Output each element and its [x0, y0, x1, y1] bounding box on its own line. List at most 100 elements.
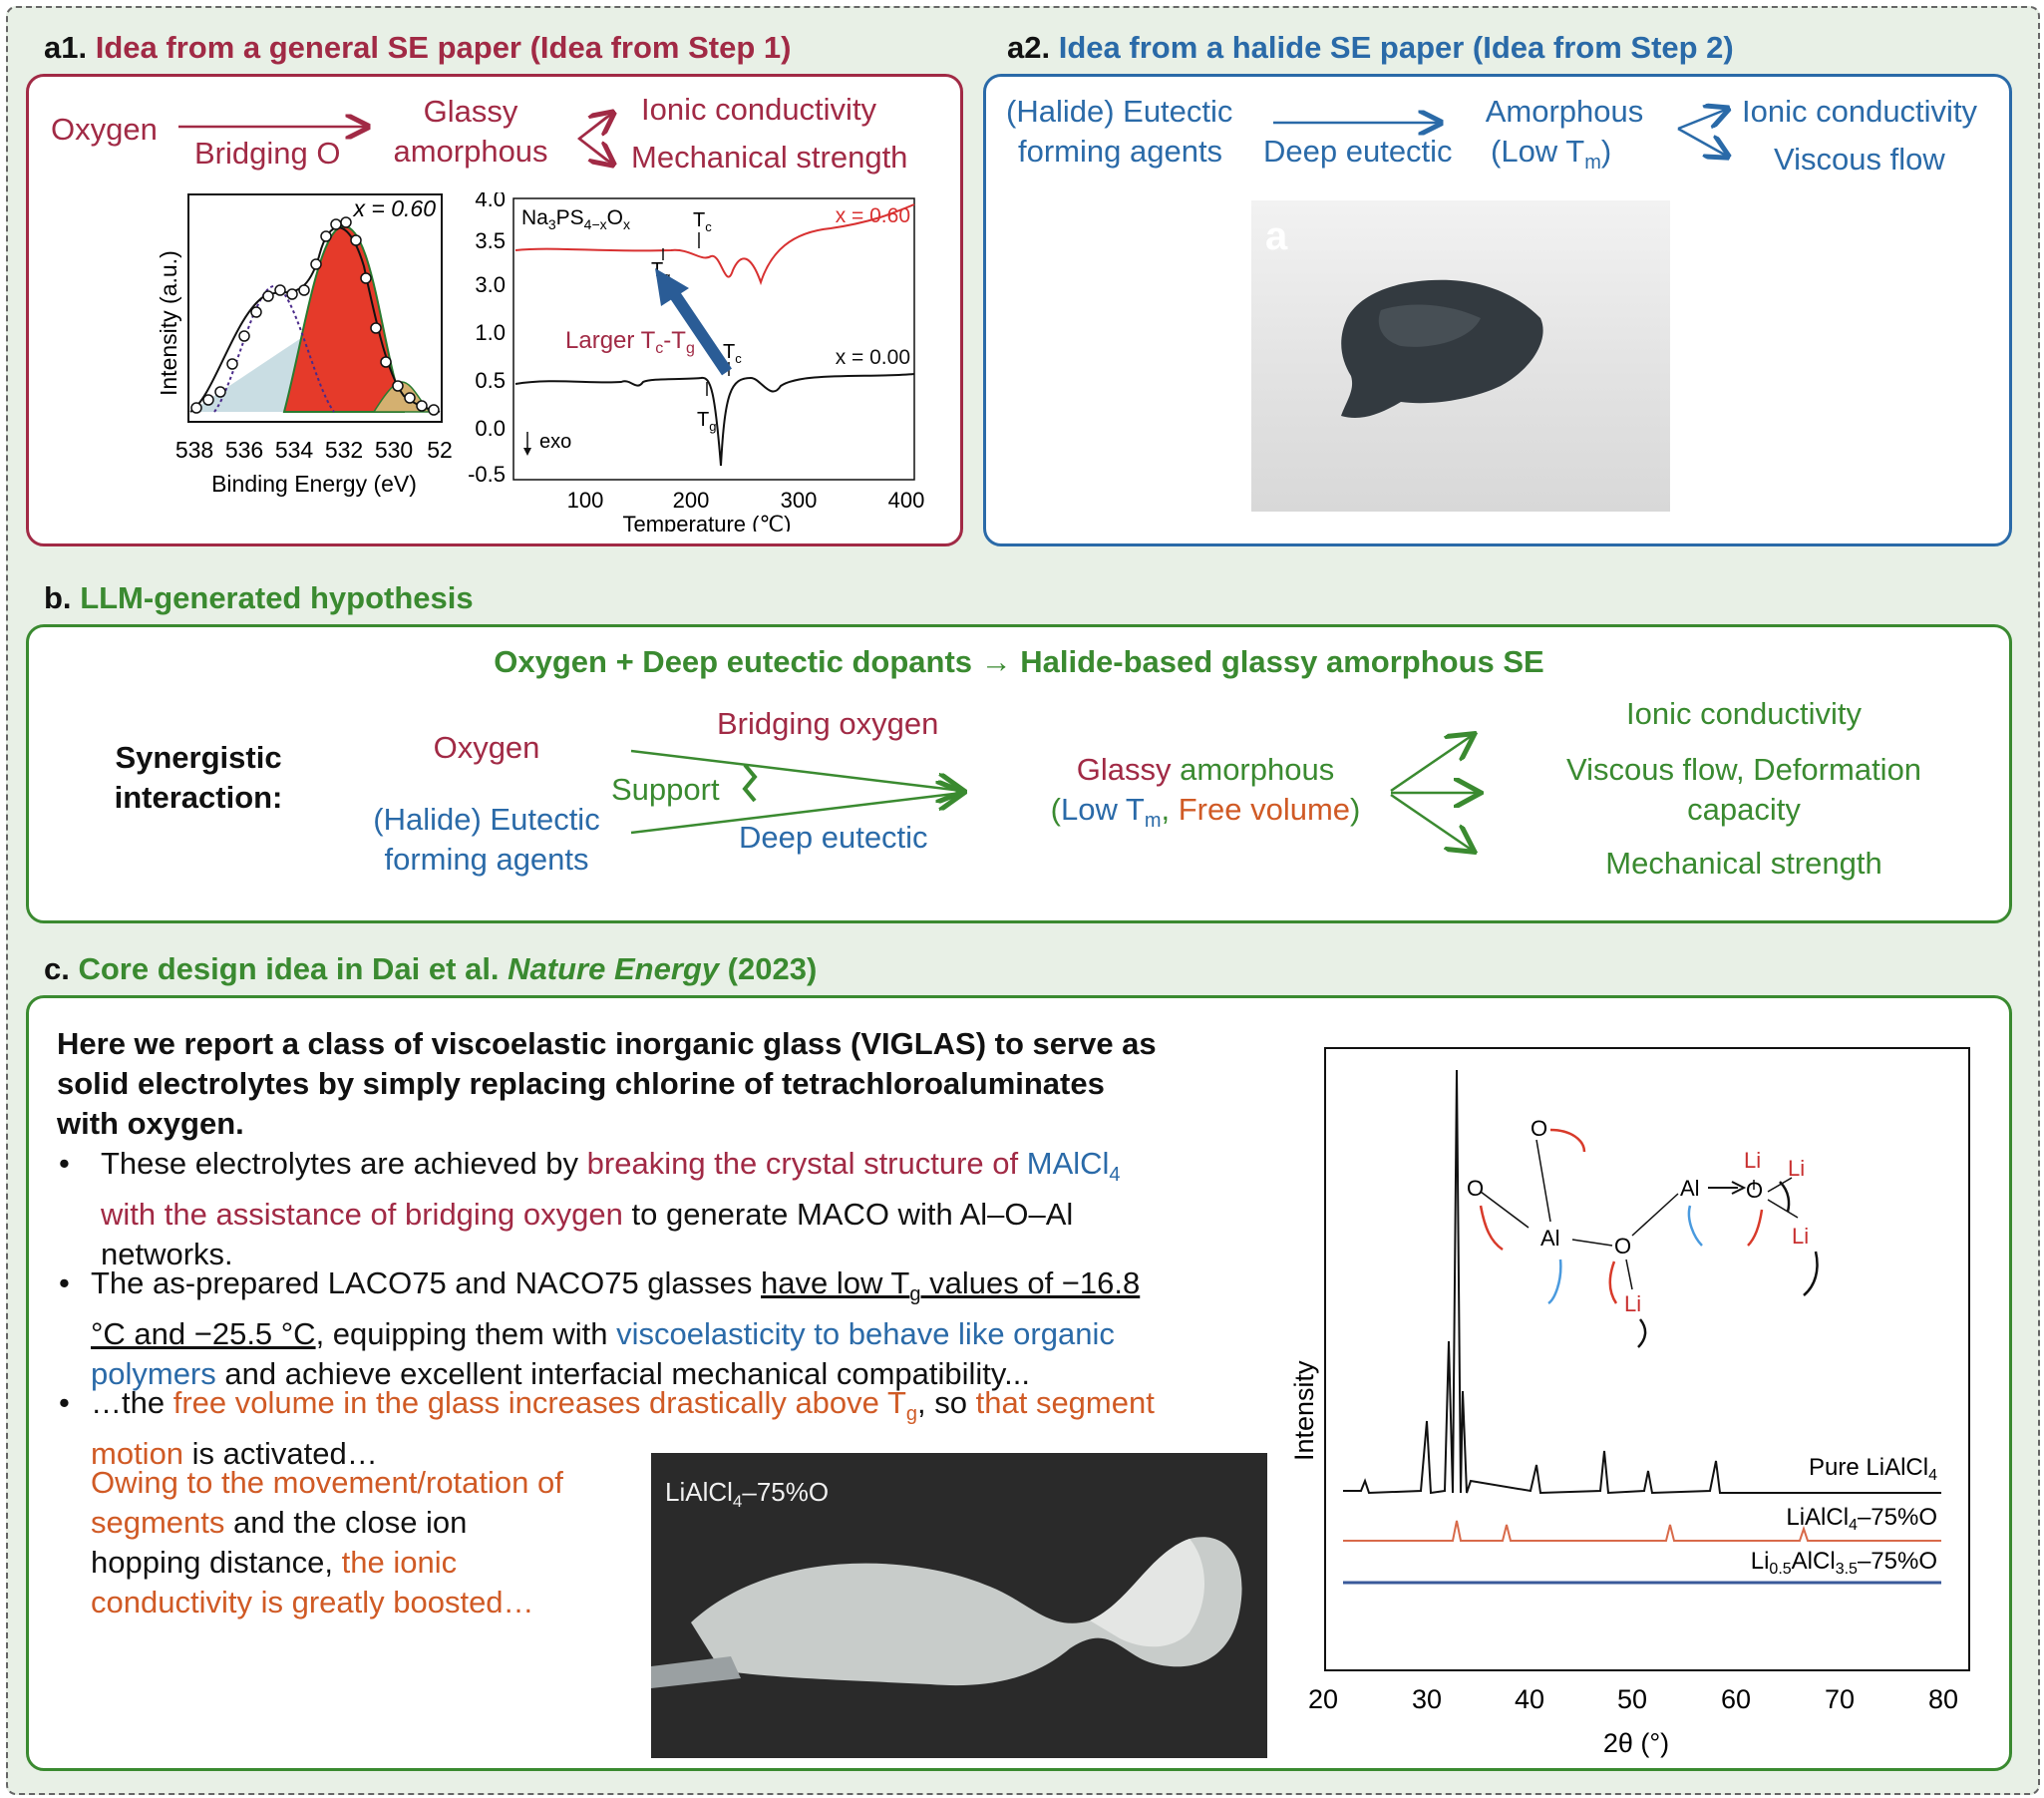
dsc-xtick: 100: [567, 488, 604, 513]
a2-panel: (Halide) Eutectic forming agents Deep eu…: [983, 74, 2012, 546]
dsc-larger: Larger Tc-Tg: [565, 327, 695, 357]
dsc-compound: Na3PS4−xOx: [521, 206, 630, 232]
c-bullet-3: …the free volume in the glass increases …: [91, 1385, 1155, 1472]
c-film: [651, 1537, 1242, 1688]
dsc-xtick: 400: [888, 488, 925, 513]
a2-deep: Deep eutectic: [1263, 134, 1453, 169]
c-photo-label: LiAlCl4–75%O: [665, 1477, 830, 1512]
xrd-atom-li: Li: [1792, 1224, 1809, 1249]
dsc-tc-bottom: Tc: [723, 341, 742, 366]
dsc-ytick: -0.5: [468, 462, 506, 487]
a1-heading: a1. Idea from a general SE paper (Idea f…: [44, 30, 792, 65]
xrd-xtick: 50: [1617, 1684, 1647, 1714]
b-eutectic-line2: forming agents: [384, 842, 589, 877]
xrd-s2-label: LiAlCl4–75%O: [1786, 1504, 1937, 1534]
b-heading: b. LLM-generated hypothesis: [44, 580, 474, 615]
a2-ionic: Ionic conductivity: [1742, 94, 1978, 129]
xps-tick: 536: [225, 437, 263, 463]
xrd-plot: Intensity 20 30 40 50 60 70 80 2θ (°) Pu…: [1289, 1047, 1970, 1758]
bullet-dot: •: [59, 1146, 70, 1181]
dsc-ytick: 4.0: [475, 192, 506, 211]
b-synergistic: Synergistic: [115, 740, 282, 775]
xrd-xtick: 30: [1412, 1684, 1442, 1714]
c-heading: c. Core design idea in Dai et al. Nature…: [44, 951, 818, 986]
xrd-atom-li: Li: [1744, 1148, 1761, 1173]
dsc-exo: exo: [539, 431, 571, 453]
b-viscous-line2: capacity: [1687, 792, 1801, 827]
b-deep: Deep eutectic: [739, 820, 928, 855]
a2-low-tm: (Low Tm): [1491, 134, 1612, 175]
xps-note: x = 0.60: [353, 195, 437, 221]
a2-viscous: Viscous flow: [1774, 142, 1945, 177]
a1-amorphous: amorphous: [393, 134, 548, 169]
xps-tick: 530: [375, 437, 413, 463]
xrd-xtick: 80: [1928, 1684, 1958, 1714]
c-bullet-2: The as-prepared LACO75 and NACO75 glasse…: [91, 1265, 1141, 1392]
a2-photo-letter: a: [1265, 214, 1288, 258]
c-lead: Here we report a class of viscoelastic i…: [57, 1026, 1157, 1141]
xrd-xtick: 70: [1825, 1684, 1855, 1714]
xps-tick: 52: [427, 437, 453, 463]
xrd-pure-label: Pure LiAlCl4: [1809, 1454, 1937, 1484]
bullet-dot: •: [59, 1385, 70, 1420]
dsc-ytick: 0.0: [475, 416, 506, 441]
b-oxygen: Oxygen: [433, 730, 540, 765]
xps-tick: 538: [175, 437, 213, 463]
xps-plot: x = 0.60 Intensity (a.u.) 538 536 534 53…: [156, 193, 453, 497]
dsc-plot: Na3PS4−xOx 4.0 3.5 3.0 1.0 0.5 0.0 -0.5 …: [468, 192, 925, 532]
a1-bridging: Bridging O: [194, 136, 341, 171]
xps-tick: 534: [275, 437, 314, 463]
b-glassy-line: Glassy amorphous: [1076, 752, 1335, 787]
xrd-ylabel: Intensity: [1289, 1360, 1319, 1461]
a1-arrows: [178, 77, 960, 543]
a1-oxygen: Oxygen: [51, 112, 158, 147]
b-mech: Mechanical strength: [1605, 846, 1882, 881]
dsc-tc-top: Tc: [693, 209, 712, 234]
a1-mech: Mechanical strength: [631, 140, 908, 175]
dsc-x060: x = 0.60: [836, 204, 910, 227]
a2-eutectic-line1: (Halide) Eutectic: [1006, 94, 1233, 129]
dsc-xtick: 300: [781, 488, 818, 513]
b-support: Support: [611, 772, 720, 807]
a2-arrows: [1273, 77, 2009, 216]
xrd-atom-o: O: [1531, 1116, 1547, 1141]
a1-panel: Oxygen Bridging O Glassy amorphous Ionic…: [26, 74, 963, 546]
xrd-atom-o: O: [1746, 1178, 1763, 1203]
b-bridging: Bridging oxygen: [717, 706, 939, 741]
dsc-ytick: 3.0: [475, 272, 506, 297]
b-headline: Oxygen + Deep eutectic dopants → Halide-…: [494, 644, 1544, 679]
xrd-xlabel: 2θ (°): [1603, 1728, 1669, 1758]
a1-glassy: Glassy: [423, 94, 518, 129]
bullet-dot: •: [59, 1265, 70, 1300]
b-interaction: interaction:: [114, 780, 283, 815]
xrd-xtick: 60: [1721, 1684, 1751, 1714]
xrd-atom-li: Li: [1624, 1291, 1641, 1316]
xrd-atom-o: O: [1614, 1234, 1631, 1259]
xrd-xtick: 40: [1515, 1684, 1544, 1714]
dsc-ytick: 3.5: [475, 228, 506, 253]
dsc-xlabel: Temperature (℃): [623, 512, 792, 532]
b-panel: Oxygen + Deep eutectic dopants → Halide-…: [26, 624, 2012, 923]
xrd-s3-label: Li0.5AlCl3.5–75%O: [1751, 1548, 1937, 1578]
a2-eutectic-line2: forming agents: [1018, 134, 1223, 169]
a1-ionic: Ionic conductivity: [641, 92, 877, 127]
xrd-atom-li: Li: [1788, 1156, 1805, 1181]
dsc-ytick: 1.0: [475, 320, 506, 345]
c-panel: Here we report a class of viscoelastic i…: [26, 995, 2012, 1771]
dsc-x000: x = 0.00: [836, 346, 910, 369]
c-paragraph-4: Owing to the movement/rotation of segmen…: [91, 1465, 563, 1619]
b-viscous-line1: Viscous flow, Deformation: [1565, 752, 1922, 787]
xps-ylabel: Intensity (a.u.): [156, 250, 181, 396]
xrd-structure: O O Al O Al O Li Li Li Li: [1467, 1116, 1819, 1348]
c-bullet-1: These electrolytes are achieved by break…: [101, 1146, 1121, 1272]
c-photo: LiAlCl4–75%O: [651, 1453, 1267, 1758]
b-ionic: Ionic conductivity: [1625, 696, 1863, 731]
a2-sample: [1341, 279, 1543, 419]
a2-amorphous: Amorphous: [1485, 94, 1644, 129]
xrd-atom-al: Al: [1680, 1176, 1700, 1201]
b-arrows: [630, 627, 2009, 920]
dsc-xtick: 200: [673, 488, 710, 513]
dsc-tg-bottom: Tg: [697, 409, 716, 434]
xps-tick: 532: [325, 437, 363, 463]
a2-photo: a: [1251, 200, 1670, 512]
